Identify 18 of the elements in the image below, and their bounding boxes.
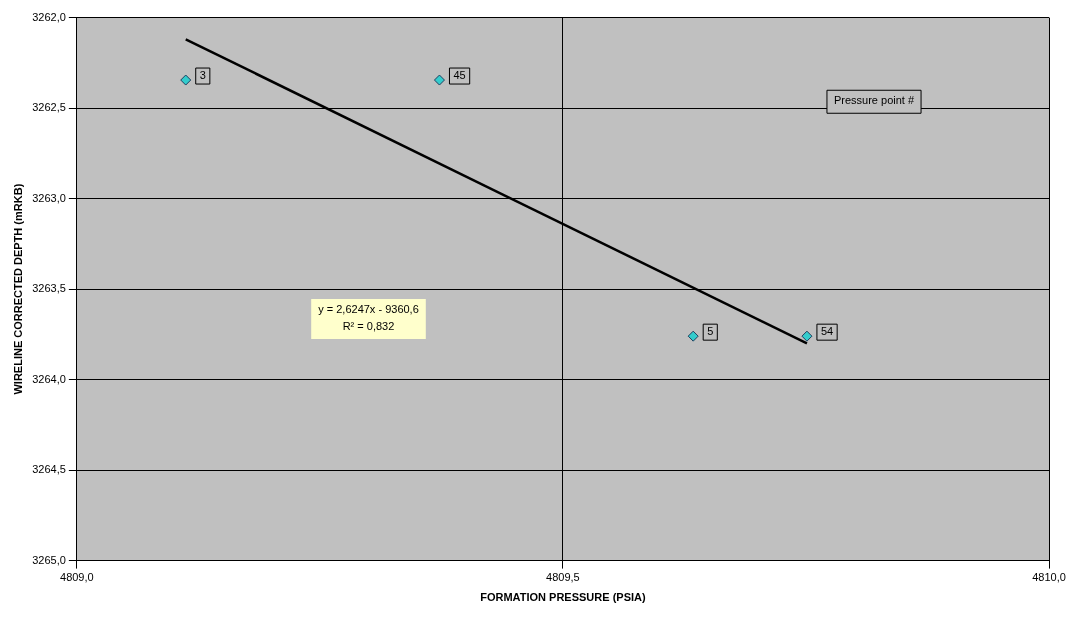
y-tick-label: 3262,0 <box>32 10 66 23</box>
annotation: Pressure point # <box>833 94 915 107</box>
annotation: 5 <box>707 325 714 338</box>
y-tick-label: 3263,5 <box>32 282 66 295</box>
x-tick-label: 4809,0 <box>60 571 94 584</box>
y-tick-label: 3264,0 <box>32 372 66 385</box>
annotation: 54 <box>820 325 834 338</box>
y-tick-label: 3262,5 <box>32 101 66 114</box>
x-axis-title: FORMATION PRESSURE (PSIA) <box>480 591 646 604</box>
x-tick-label: 4809,5 <box>546 571 580 584</box>
y-tick-label: 3263,0 <box>32 191 66 204</box>
annotation: y = 2,6247x - 9360,6 R² = 0,832 <box>318 303 419 332</box>
y-tick-label: 3264,5 <box>32 463 66 476</box>
y-axis-title: WIRELINE CORRECTED DEPTH (mRKB) <box>11 183 24 395</box>
annotation: 3 <box>199 69 206 82</box>
y-tick-label: 3265,0 <box>32 553 66 566</box>
x-tick-label: 4810,0 <box>1032 571 1066 584</box>
annotation: 45 <box>453 69 466 82</box>
